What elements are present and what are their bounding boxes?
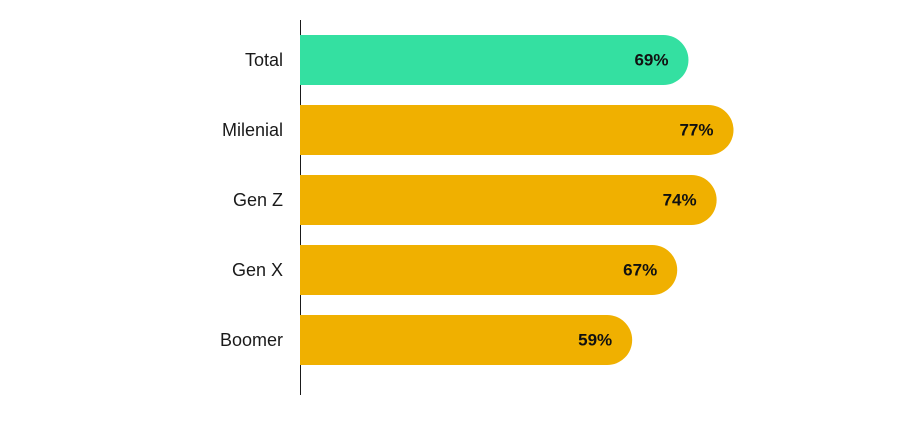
bars-layer: Total 69% Milenial 77% Gen Z 74% Gen X 67% Boome… [220, 35, 734, 365]
category-label-gen-x: Gen X [232, 260, 283, 280]
bar-total [300, 35, 689, 85]
value-label-gen-z: 74% [663, 191, 697, 210]
category-label-boomer: Boomer [220, 330, 283, 350]
category-label-milenial: Milenial [222, 120, 283, 140]
category-label-gen-z: Gen Z [233, 190, 283, 210]
category-label-total: Total [245, 50, 283, 70]
bar-gen-x [300, 245, 678, 295]
value-label-boomer: 59% [578, 331, 612, 350]
value-label-gen-x: 67% [623, 261, 657, 280]
value-label-milenial: 77% [679, 121, 713, 140]
bar-milenial [300, 105, 734, 155]
bar-gen-z [300, 175, 717, 225]
bar-boomer [300, 315, 633, 365]
value-label-total: 69% [634, 51, 668, 70]
